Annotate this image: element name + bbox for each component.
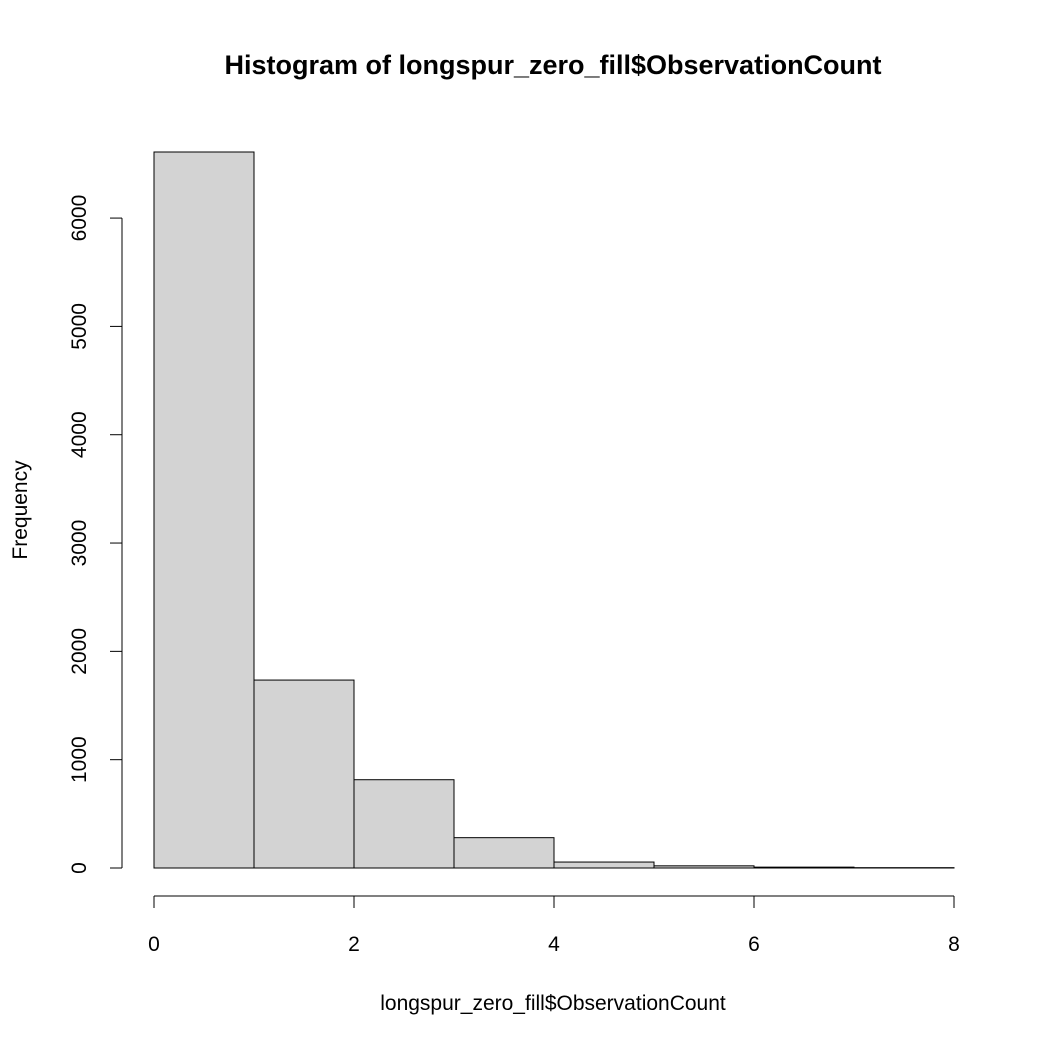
- x-axis: 0 2 4 6 8: [148, 895, 960, 956]
- x-axis-label: longspur_zero_fill$ObservationCount: [380, 992, 726, 1015]
- chart-title: Histogram of longspur_zero_fill$Observat…: [224, 50, 881, 80]
- x-tick-label: 0: [148, 933, 160, 956]
- y-axis: 0 1000 2000 3000 4000 5000 6000: [68, 195, 123, 874]
- bars-group: [153, 151, 955, 869]
- x-tick-label: 2: [348, 933, 360, 956]
- y-tick-label: 2000: [68, 628, 91, 675]
- y-axis-label: Frequency: [9, 460, 32, 560]
- x-tick-label: 6: [748, 933, 760, 956]
- histogram-bar: [553, 861, 655, 869]
- y-tick-label: 4000: [68, 411, 91, 458]
- histogram-bar: [253, 679, 355, 869]
- y-tick-label: 3000: [68, 520, 91, 567]
- y-tick-label: 5000: [68, 303, 91, 350]
- x-tick-label: 4: [548, 933, 560, 956]
- y-tick-label: 1000: [68, 736, 91, 783]
- histogram-bar: [753, 866, 855, 869]
- y-tick-label: 0: [68, 862, 91, 874]
- y-tick-label: 6000: [68, 195, 91, 242]
- x-tick-label: 8: [948, 933, 960, 956]
- histogram-bar: [653, 865, 755, 869]
- histogram-bar: [153, 151, 255, 869]
- histogram-bar: [353, 779, 455, 869]
- histogram-bar: [453, 837, 555, 869]
